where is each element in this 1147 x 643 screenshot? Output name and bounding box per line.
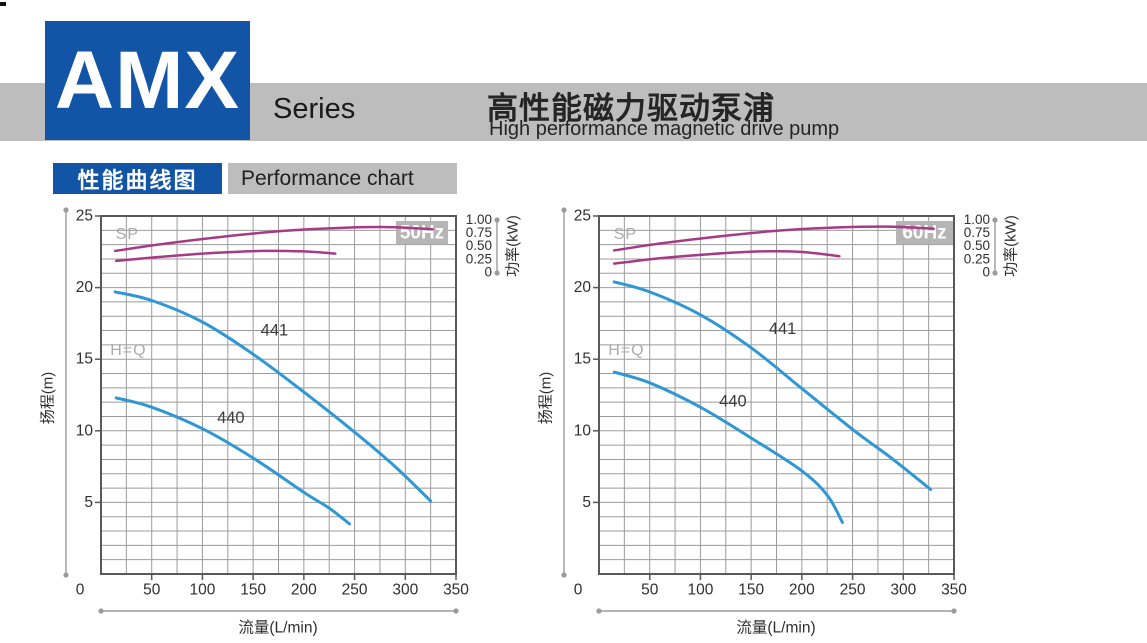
svg-text:50Hz: 50Hz [400, 223, 444, 244]
svg-text:300: 300 [890, 582, 916, 599]
svg-text:1.00: 1.00 [964, 212, 990, 227]
svg-text:50: 50 [641, 582, 659, 599]
svg-text:功率(kW): 功率(kW) [1003, 215, 1020, 277]
svg-text:H=Q: H=Q [110, 342, 146, 359]
svg-text:25: 25 [76, 208, 93, 225]
svg-text:1.00: 1.00 [466, 212, 492, 227]
svg-text:0.75: 0.75 [466, 225, 492, 240]
svg-text:0.75: 0.75 [964, 225, 990, 240]
svg-text:20: 20 [76, 279, 94, 296]
svg-text:100: 100 [189, 582, 215, 599]
svg-text:350: 350 [443, 582, 469, 599]
svg-text:流量(L/min): 流量(L/min) [238, 619, 317, 637]
svg-text:0.50: 0.50 [466, 238, 492, 253]
svg-text:200: 200 [291, 582, 317, 599]
crop-mark [0, 2, 6, 6]
svg-text:200: 200 [789, 582, 815, 599]
svg-text:SP: SP [614, 226, 637, 243]
svg-text:350: 350 [941, 582, 967, 599]
svg-text:H=Q: H=Q [608, 342, 644, 359]
svg-text:150: 150 [738, 582, 764, 599]
svg-text:流量(L/min): 流量(L/min) [736, 619, 815, 637]
svg-text:10: 10 [76, 422, 94, 439]
section-title-chinese: 性能曲线图 [53, 163, 222, 194]
svg-text:0.50: 0.50 [964, 238, 990, 253]
series-label: Series [273, 93, 356, 125]
svg-text:150: 150 [240, 582, 266, 599]
section-title-english: Performance chart [228, 163, 457, 194]
svg-text:440: 440 [217, 409, 245, 427]
svg-text:0: 0 [982, 265, 990, 280]
svg-text:441: 441 [261, 322, 289, 340]
svg-text:250: 250 [342, 582, 368, 599]
svg-text:0.25: 0.25 [964, 251, 990, 266]
svg-text:250: 250 [840, 582, 866, 599]
svg-text:0: 0 [484, 265, 492, 280]
svg-text:441: 441 [769, 320, 797, 338]
svg-text:50: 50 [143, 582, 161, 599]
svg-text:15: 15 [76, 351, 93, 368]
svg-text:5: 5 [84, 494, 93, 511]
svg-text:100: 100 [687, 582, 713, 599]
page-title-chinese: 高性能磁力驱动泵浦 [487, 91, 775, 126]
svg-text:0.25: 0.25 [466, 251, 492, 266]
brand-logo-box: AMX [45, 21, 250, 140]
page-title-english: High performance magnetic drive pump [489, 118, 840, 140]
svg-text:25: 25 [574, 208, 591, 225]
svg-text:440: 440 [719, 392, 747, 410]
svg-text:20: 20 [574, 279, 592, 296]
svg-text:0: 0 [76, 582, 85, 599]
svg-text:0: 0 [574, 582, 583, 599]
svg-text:15: 15 [574, 351, 591, 368]
brand-logo-text: AMX [54, 34, 241, 126]
svg-text:功率(kW): 功率(kW) [505, 215, 522, 277]
svg-text:300: 300 [392, 582, 418, 599]
svg-text:扬程(m): 扬程(m) [538, 372, 555, 425]
svg-text:SP: SP [116, 226, 139, 243]
svg-text:5: 5 [582, 494, 591, 511]
svg-text:60Hz: 60Hz [902, 223, 946, 244]
svg-text:10: 10 [574, 422, 592, 439]
svg-text:扬程(m): 扬程(m) [40, 372, 57, 425]
